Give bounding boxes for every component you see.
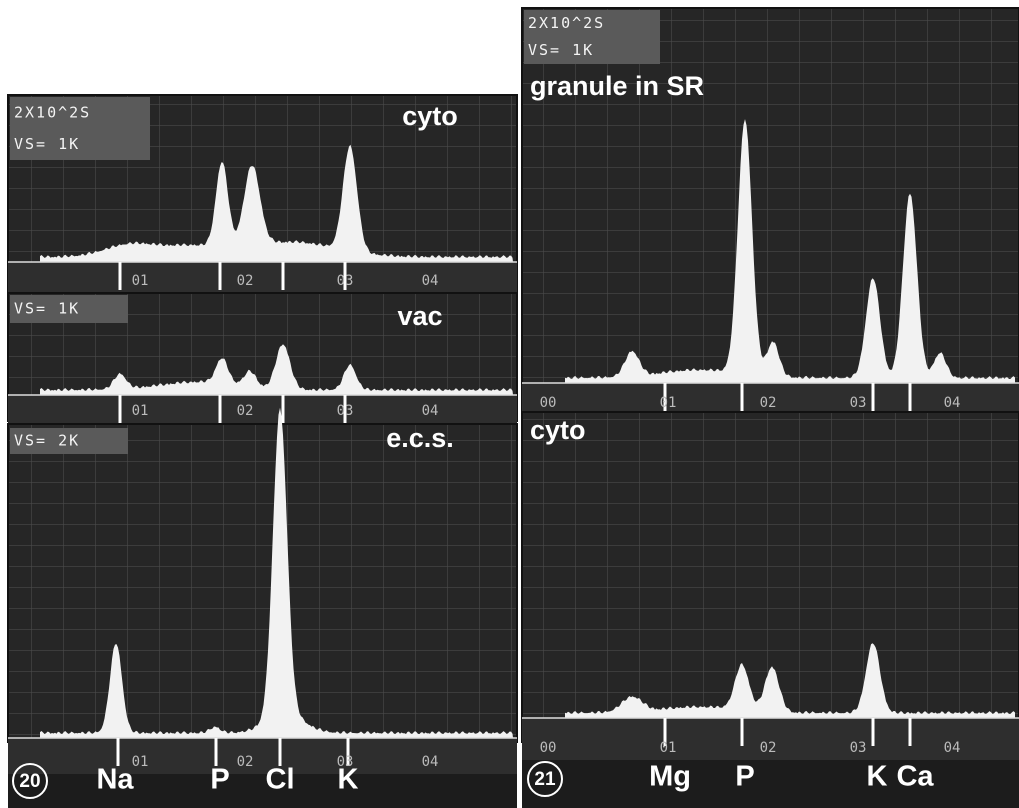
- energy-tick-label: 03: [850, 740, 867, 756]
- figure-number-ring: [12, 763, 48, 799]
- axis-strip: [522, 718, 1019, 760]
- axis-strip: [522, 383, 1019, 415]
- energy-tick-label: 04: [422, 273, 439, 289]
- panel-label: vac: [397, 301, 442, 331]
- readout-box: [10, 428, 128, 454]
- element-label: K: [338, 764, 359, 796]
- energy-tick-label: 02: [760, 740, 777, 756]
- panel-label: e.c.s.: [386, 423, 454, 453]
- figure-number: 21: [534, 769, 556, 790]
- spectrum-panel: [7, 423, 518, 743]
- element-label: Na: [96, 764, 134, 796]
- readout-box: [10, 295, 128, 323]
- panel-label: cyto: [530, 415, 586, 445]
- readout-text: VS= 1K: [528, 41, 594, 59]
- panel-label: granule in SR: [530, 71, 704, 101]
- axis-strip: [8, 262, 517, 293]
- readout-text: 2X10^2S: [528, 14, 605, 32]
- axis-strip: [8, 738, 517, 774]
- energy-tick-label: 03: [337, 273, 354, 289]
- energy-tick-label: 01: [132, 273, 149, 289]
- energy-tick-label: 04: [944, 395, 961, 411]
- energy-tick-label: 02: [237, 403, 254, 419]
- energy-tick-label: 03: [337, 754, 354, 770]
- energy-tick-label: 01: [660, 395, 677, 411]
- element-label: P: [210, 764, 229, 796]
- axis-strip: [8, 395, 517, 423]
- energy-tick-label: 03: [337, 403, 354, 419]
- readout-text: VS= 1K: [14, 135, 80, 153]
- energy-tick-label: 01: [132, 403, 149, 419]
- energy-tick-label: 01: [132, 754, 149, 770]
- energy-tick-label: 01: [660, 740, 677, 756]
- element-label: Mg: [649, 761, 691, 793]
- spectrum: [40, 344, 513, 395]
- readout-text: VS= 2K: [14, 432, 80, 450]
- energy-tick-label: 00: [540, 740, 557, 756]
- energy-tick-label: 02: [760, 395, 777, 411]
- spectrum: [40, 407, 513, 738]
- readout-box: [10, 97, 150, 160]
- figure-number-ring: [527, 761, 563, 797]
- element-label: K: [867, 761, 888, 793]
- readout-text: VS= 1K: [14, 300, 80, 318]
- energy-tick-label: 04: [422, 403, 439, 419]
- readout-text: 2X10^2S: [14, 103, 91, 121]
- energy-tick-label: 02: [237, 754, 254, 770]
- energy-tick-label: 00: [540, 395, 557, 411]
- energy-tick-label: 04: [422, 754, 439, 770]
- panel-label: cyto: [402, 101, 458, 131]
- element-label: Cl: [266, 764, 295, 796]
- spectrum-panel: [521, 7, 1019, 411]
- readout-box: [524, 10, 660, 64]
- element-label: Ca: [896, 761, 934, 793]
- energy-tick-label: 03: [850, 395, 867, 411]
- energy-tick-label: 04: [944, 740, 961, 756]
- figure-number: 20: [19, 771, 40, 792]
- spectrum: [565, 119, 1015, 383]
- energy-tick-label: 02: [237, 273, 254, 289]
- element-label: P: [735, 761, 754, 793]
